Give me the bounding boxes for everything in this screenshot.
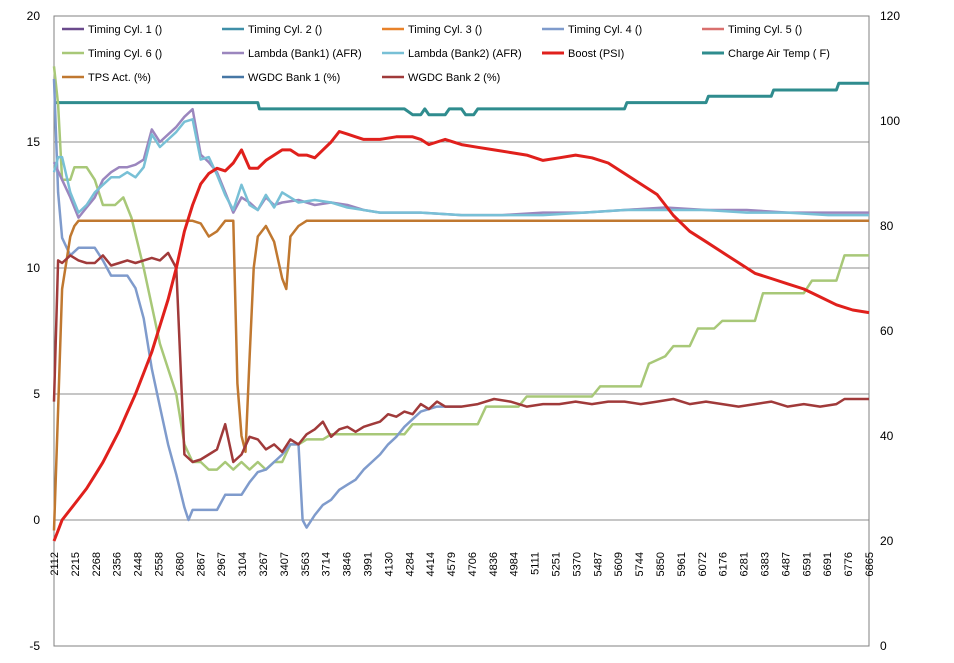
- y-left-tick-label: 20: [27, 9, 41, 23]
- legend-entry: Timing Cyl. 5 (): [702, 24, 802, 36]
- x-tick-label: 2558: [153, 552, 165, 576]
- x-tick-label: 6776: [843, 552, 855, 576]
- legend-label: WGDC Bank 2 (%): [408, 72, 500, 84]
- legend-entry: Timing Cyl. 1 (): [62, 24, 162, 36]
- x-tick-label: 6591: [801, 552, 813, 576]
- x-tick-label: 5961: [676, 552, 688, 576]
- x-tick-label: 6176: [718, 552, 730, 576]
- x-axis: 2112 2215 2268 2356 2448 2558 2680 2867 2967 3104…: [49, 552, 876, 576]
- legend-entry: Lambda (Bank2) (AFR): [382, 48, 522, 60]
- legend-entry: Timing Cyl. 4 (): [542, 24, 642, 36]
- x-tick-label: 6281: [739, 552, 751, 576]
- y-left-tick-label: -5: [29, 639, 40, 653]
- x-tick-label: 4706: [467, 552, 479, 576]
- legend-label: Lambda (Bank1) (AFR): [248, 48, 362, 60]
- x-tick-label: 5850: [655, 552, 667, 576]
- x-tick-label: 6691: [822, 552, 834, 576]
- x-tick-label: 2112: [49, 552, 61, 576]
- gridlines: [54, 141, 869, 521]
- x-tick-label: 6865: [864, 552, 876, 576]
- y-right-tick-label: 60: [880, 324, 894, 338]
- x-tick-label: 4984: [509, 552, 521, 576]
- legend-entry: Boost (PSI): [542, 48, 624, 60]
- x-tick-label: 3563: [300, 552, 312, 576]
- x-tick-label: 3267: [258, 552, 270, 576]
- y-right-tick-label: 20: [880, 534, 894, 548]
- legend-label: WGDC Bank 1 (%): [248, 72, 340, 84]
- legend-label: Timing Cyl. 1 (): [88, 24, 162, 36]
- y-left-tick-label: 5: [33, 387, 40, 401]
- x-tick-label: 3846: [342, 552, 354, 576]
- x-tick-label: 5111: [530, 552, 542, 575]
- x-tick-label: 3104: [237, 552, 249, 576]
- x-tick-label: 5609: [613, 552, 625, 576]
- series-line-lambda-bank1-afr: [52, 107, 869, 219]
- x-tick-label: 5744: [634, 552, 646, 576]
- series-line-tps-act: [52, 219, 869, 531]
- legend-label: Charge Air Temp ( F): [728, 48, 830, 60]
- x-tick-label: 4836: [488, 552, 500, 576]
- series-line-charge-air-temp-f: [54, 81, 869, 117]
- legend-entry: WGDC Bank 2 (%): [382, 72, 500, 84]
- legend-label: Timing Cyl. 3 (): [408, 24, 482, 36]
- plot-area-border: [53, 15, 870, 647]
- series-line-timing-cyl-4: [52, 78, 462, 529]
- x-tick-label: 3714: [321, 552, 333, 576]
- series-line-boost-psi: [52, 130, 870, 542]
- x-tick-label: 4284: [404, 552, 416, 576]
- y-right-tick-label: 40: [880, 429, 894, 443]
- x-tick-label: 3991: [362, 552, 374, 576]
- x-tick-label: 4414: [425, 552, 437, 576]
- x-tick-label: 6072: [697, 552, 709, 576]
- y-left-tick-label: 15: [27, 135, 41, 149]
- legend: Timing Cyl. 1 () Timing Cyl. 2 () Timing C…: [62, 24, 830, 84]
- legend-label: Timing Cyl. 2 (): [248, 24, 322, 36]
- x-tick-label: 6383: [760, 552, 772, 576]
- legend-label: Lambda (Bank2) (AFR): [408, 48, 522, 60]
- legend-entry: Timing Cyl. 2 (): [222, 24, 322, 36]
- legend-entry: Timing Cyl. 3 (): [382, 24, 482, 36]
- y-right-tick-label: 100: [880, 114, 900, 128]
- y-left-tick-label: 10: [27, 261, 41, 275]
- x-tick-label: 3407: [279, 552, 291, 576]
- x-tick-label: 5487: [592, 552, 604, 576]
- x-tick-label: 2448: [133, 552, 145, 576]
- x-tick-label: 4130: [383, 552, 395, 576]
- legend-label: Timing Cyl. 4 (): [568, 24, 642, 36]
- y-axis-right: 0 20 40 60 80 100 120: [880, 9, 900, 653]
- series-line-lambda-bank2-afr: [52, 118, 869, 217]
- x-tick-label: 5370: [571, 552, 583, 576]
- y-right-tick-label: 80: [880, 219, 894, 233]
- series-group: [52, 66, 870, 542]
- y-right-tick-label: 120: [880, 9, 900, 23]
- legend-entry: Charge Air Temp ( F): [702, 48, 830, 60]
- x-tick-label: 2268: [91, 552, 103, 576]
- legend-label: TPS Act. (%): [88, 72, 151, 84]
- x-tick-label: 4579: [446, 552, 458, 576]
- legend-entry: Lambda (Bank1) (AFR): [222, 48, 362, 60]
- x-tick-label: 6487: [780, 552, 792, 576]
- legend-label: Boost (PSI): [568, 48, 624, 60]
- series-line-wgdc-bank-2: [52, 251, 869, 464]
- legend-label: Timing Cyl. 6 (): [88, 48, 162, 60]
- y-right-tick-label: 0: [880, 639, 887, 653]
- x-tick-label: 2356: [112, 552, 124, 576]
- legend-entry: Timing Cyl. 6 (): [62, 48, 162, 60]
- y-axis-left: -5 0 5 10 15 20: [27, 9, 41, 653]
- y-left-tick-label: 0: [33, 513, 40, 527]
- legend-label: Timing Cyl. 5 (): [728, 24, 802, 36]
- x-tick-label: 5251: [551, 552, 563, 576]
- x-tick-label: 2215: [70, 552, 82, 576]
- x-tick-label: 2680: [174, 552, 186, 576]
- x-tick-label: 2867: [195, 552, 207, 576]
- x-tick-label: 2967: [216, 552, 228, 576]
- legend-entry: TPS Act. (%): [62, 72, 151, 84]
- legend-entry: WGDC Bank 1 (%): [222, 72, 340, 84]
